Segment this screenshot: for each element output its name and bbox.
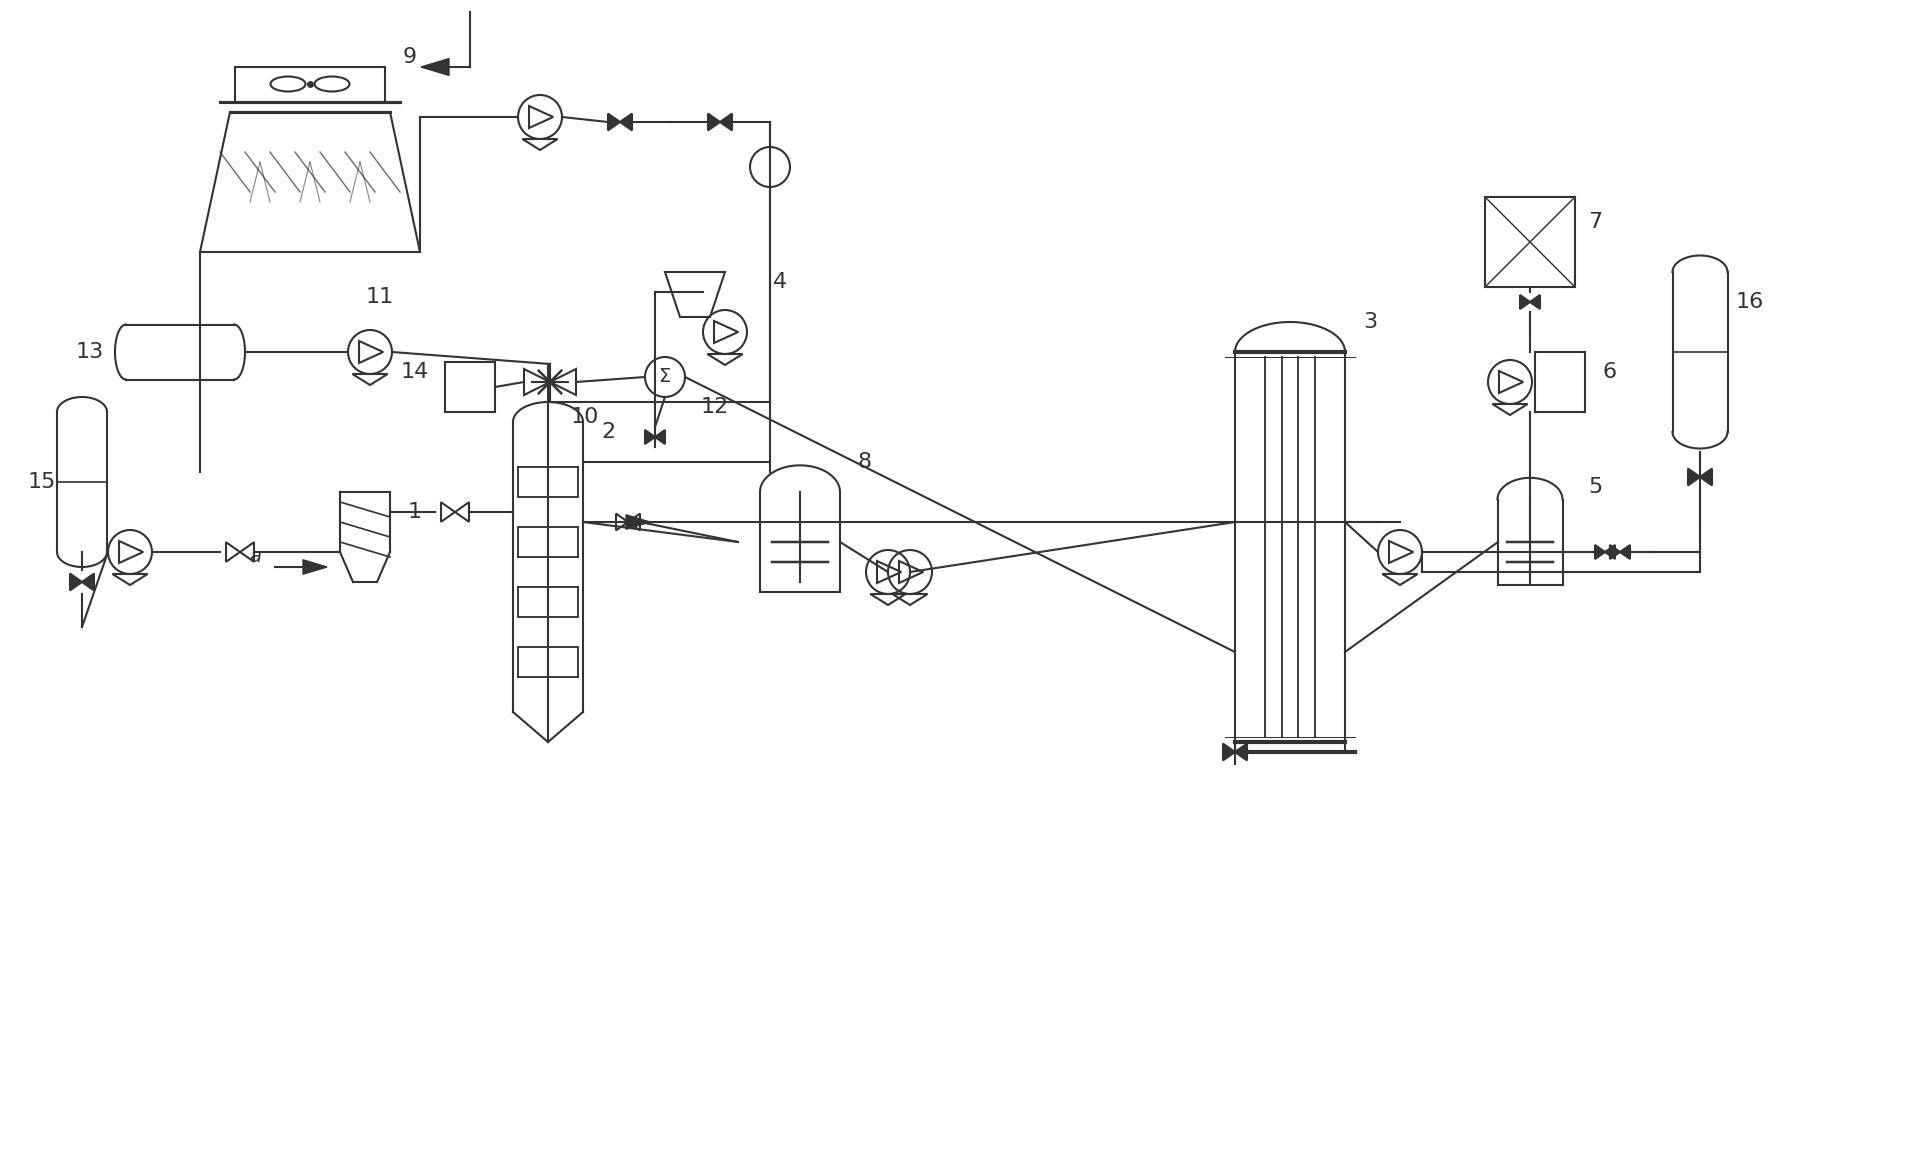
Bar — [1485, 197, 1575, 287]
Bar — [1535, 352, 1585, 413]
Polygon shape — [69, 573, 83, 591]
Polygon shape — [1529, 295, 1541, 309]
Polygon shape — [1224, 743, 1235, 761]
Text: 8: 8 — [859, 452, 872, 472]
Bar — [446, 362, 496, 413]
Polygon shape — [1235, 743, 1247, 761]
Polygon shape — [1689, 469, 1700, 485]
Polygon shape — [655, 430, 665, 444]
Polygon shape — [620, 114, 632, 130]
Polygon shape — [709, 114, 720, 130]
Polygon shape — [1594, 545, 1606, 559]
Polygon shape — [1700, 469, 1712, 485]
Text: 5: 5 — [1589, 477, 1602, 497]
Bar — [519, 466, 578, 497]
Polygon shape — [421, 59, 450, 75]
Text: 7: 7 — [1589, 212, 1602, 232]
Text: 1: 1 — [407, 502, 423, 522]
Bar — [519, 587, 578, 616]
Text: 16: 16 — [1737, 292, 1763, 312]
Text: 13: 13 — [75, 342, 104, 362]
Text: 2: 2 — [601, 422, 615, 442]
Text: $\Sigma$: $\Sigma$ — [659, 368, 672, 387]
Polygon shape — [1520, 295, 1529, 309]
Bar — [234, 67, 384, 102]
Text: 6: 6 — [1602, 362, 1617, 382]
Text: 14: 14 — [401, 362, 428, 382]
Text: 9: 9 — [403, 47, 417, 67]
Polygon shape — [83, 573, 94, 591]
Polygon shape — [609, 114, 620, 130]
Bar — [519, 647, 578, 677]
Polygon shape — [645, 430, 655, 444]
Bar — [519, 527, 578, 557]
Text: 3: 3 — [1362, 312, 1377, 332]
Text: 4: 4 — [772, 272, 788, 292]
Text: 10: 10 — [571, 407, 599, 427]
Text: a: a — [250, 547, 261, 566]
Text: 15: 15 — [27, 472, 56, 492]
Polygon shape — [1606, 545, 1616, 559]
Text: 12: 12 — [701, 397, 730, 417]
Polygon shape — [626, 515, 649, 530]
Text: 11: 11 — [365, 287, 394, 307]
Polygon shape — [1610, 545, 1619, 559]
Polygon shape — [304, 560, 327, 574]
Polygon shape — [1619, 545, 1631, 559]
Polygon shape — [720, 114, 732, 130]
